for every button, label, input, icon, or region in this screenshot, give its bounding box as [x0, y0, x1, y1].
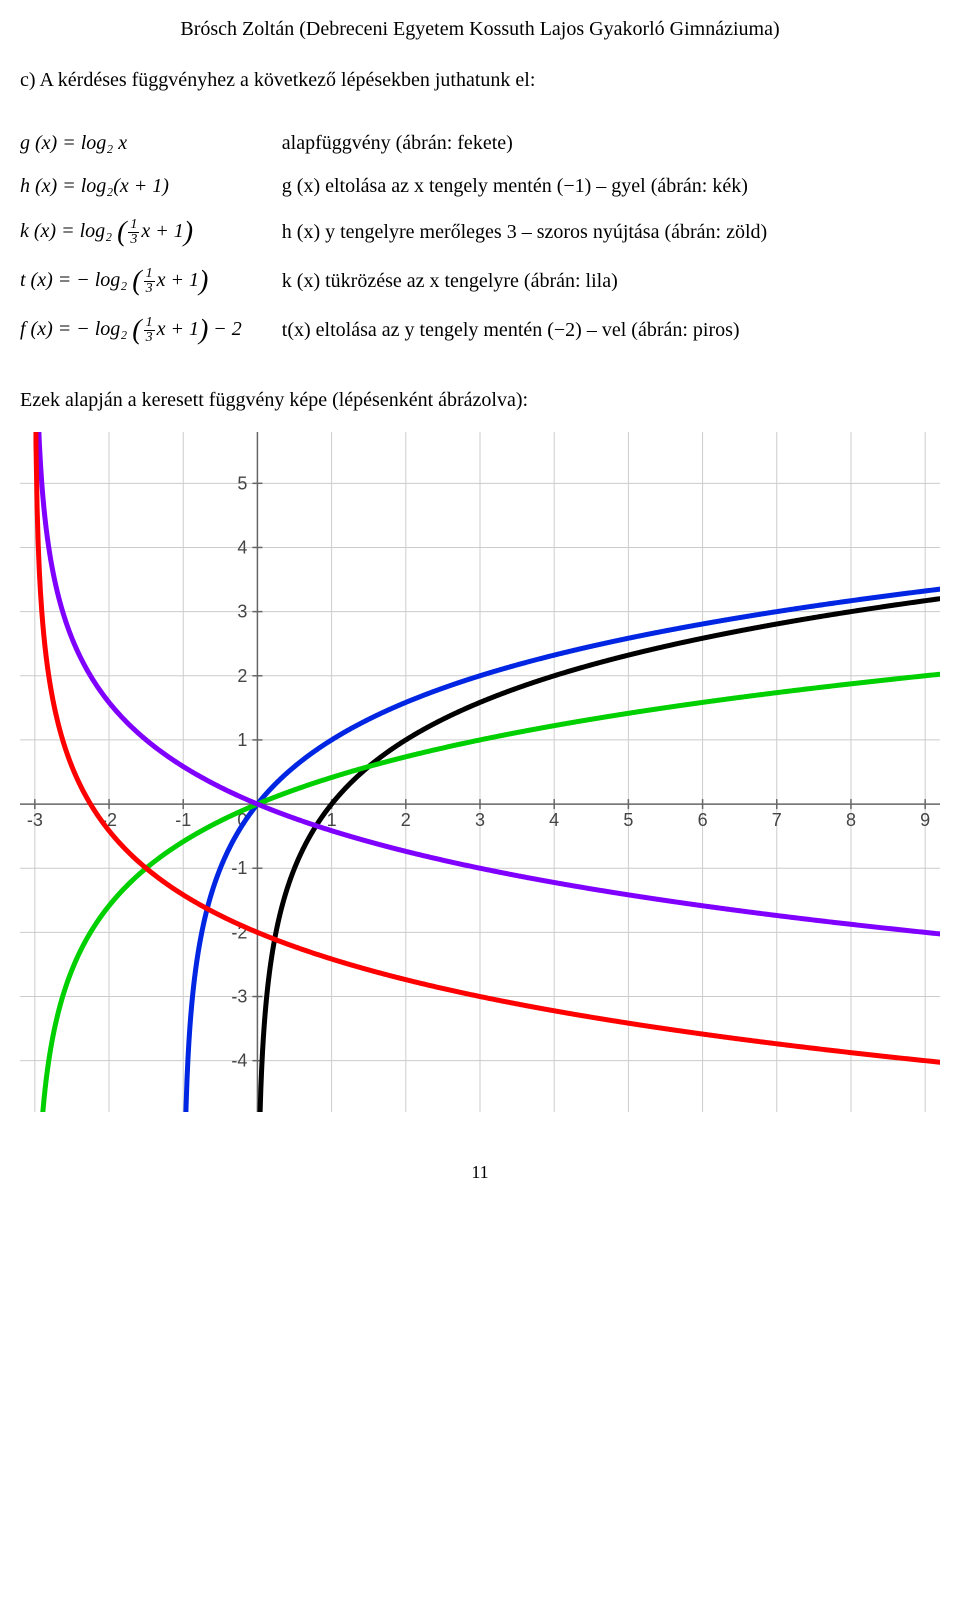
- svg-text:5: 5: [623, 810, 633, 830]
- svg-text:3: 3: [237, 602, 247, 622]
- h-lhs: h (x) = log₂(x + 1): [20, 165, 282, 208]
- svg-text:8: 8: [846, 810, 856, 830]
- function-steps-table: g (x) = log₂ x alapfüggvény (ábrán: feke…: [20, 122, 767, 355]
- page-header: Brósch Zoltán (Debreceni Egyetem Kossuth…: [20, 0, 940, 69]
- svg-text:-1: -1: [231, 858, 247, 878]
- row-t: t (x) = − log₂ (13x + 1) k (x) tükrözése…: [20, 257, 767, 306]
- row-h: h (x) = log₂(x + 1) g (x) eltolása az x …: [20, 165, 767, 208]
- svg-text:9: 9: [920, 810, 930, 830]
- svg-text:-1: -1: [175, 810, 191, 830]
- svg-text:3: 3: [475, 810, 485, 830]
- k-desc: h (x) y tengelyre merőleges 3 – szoros n…: [282, 208, 767, 257]
- g-lhs: g (x) = log₂ x: [20, 122, 282, 165]
- svg-text:-3: -3: [27, 810, 43, 830]
- row-g: g (x) = log₂ x alapfüggvény (ábrán: feke…: [20, 122, 767, 165]
- page-number: 11: [20, 1162, 940, 1183]
- svg-text:4: 4: [549, 810, 559, 830]
- k-lhs: k (x) = log₂ (13x + 1): [20, 208, 282, 257]
- h-desc: g (x) eltolása az x tengely mentén (−1) …: [282, 165, 767, 208]
- g-desc: alapfüggvény (ábrán: fekete): [282, 122, 767, 165]
- chart-container: -3-2-1123456789-4-3-2-1123450: [20, 432, 940, 1112]
- f-desc: t(x) eltolása az y tengely mentén (−2) –…: [282, 306, 767, 355]
- function-chart: -3-2-1123456789-4-3-2-1123450: [20, 432, 940, 1112]
- row-k: k (x) = log₂ (13x + 1) h (x) y tengelyre…: [20, 208, 767, 257]
- row-f: f (x) = − log₂ (13x + 1) − 2 t(x) eltolá…: [20, 306, 767, 355]
- svg-text:-4: -4: [231, 1051, 247, 1071]
- svg-text:2: 2: [237, 666, 247, 686]
- subtitle-prefix: c): [20, 69, 36, 91]
- svg-text:2: 2: [401, 810, 411, 830]
- result-caption: Ezek alapján a keresett függvény képe (l…: [20, 389, 940, 412]
- t-desc: k (x) tükrözése az x tengelyre (ábrán: l…: [282, 257, 767, 306]
- t-lhs: t (x) = − log₂ (13x + 1): [20, 257, 282, 306]
- svg-text:-3: -3: [231, 987, 247, 1007]
- svg-text:1: 1: [237, 730, 247, 750]
- svg-text:6: 6: [698, 810, 708, 830]
- subtitle-text: A kérdéses függvényhez a következő lépés…: [39, 69, 535, 91]
- svg-text:5: 5: [237, 473, 247, 493]
- svg-text:7: 7: [772, 810, 782, 830]
- f-lhs: f (x) = − log₂ (13x + 1) − 2: [20, 306, 282, 355]
- section-subtitle: c) A kérdéses függvényhez a következő lé…: [20, 69, 940, 92]
- svg-text:4: 4: [237, 537, 247, 557]
